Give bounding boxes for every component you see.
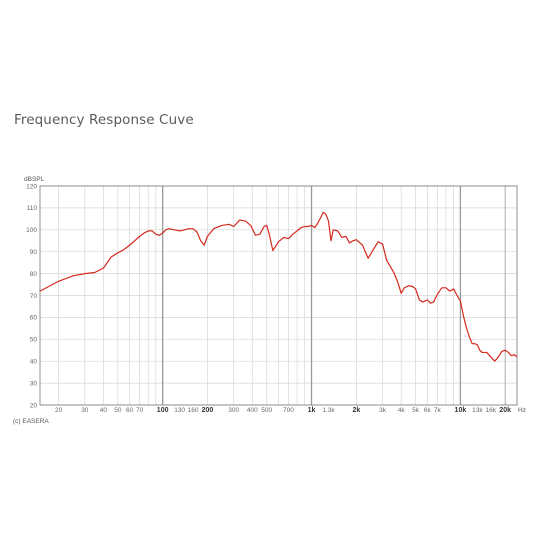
chart-title: Frequency Response Cuve <box>14 112 194 128</box>
x-tick-label: 500 <box>261 407 272 414</box>
x-tick-label: 7k <box>434 407 442 414</box>
x-axis-label: Hz <box>518 407 526 414</box>
x-tick-label: 1.3k <box>322 407 335 414</box>
x-tick-label: 13k <box>472 407 483 414</box>
x-tick-label: 40 <box>100 407 108 414</box>
y-tick-label: 70 <box>30 293 38 300</box>
x-tick-label: 2k <box>352 407 360 414</box>
x-tick-label: 5k <box>412 407 420 414</box>
x-tick-label: 100 <box>157 407 169 414</box>
y-tick-label: 110 <box>27 205 38 212</box>
x-tick-label: 60 <box>126 407 134 414</box>
y-tick-label: 50 <box>30 337 38 344</box>
credit-label: (c) EASERA <box>13 418 49 425</box>
x-tick-label: 400 <box>247 407 258 414</box>
x-tick-label: 130 <box>174 407 185 414</box>
x-tick-label: 16k <box>486 407 497 414</box>
x-tick-label: 1k <box>308 407 316 414</box>
y-tick-label: 60 <box>30 315 38 322</box>
plot-frame <box>39 185 518 406</box>
x-tick-label: 700 <box>283 407 294 414</box>
y-tick-label: 80 <box>30 271 38 278</box>
y-tick-label: 40 <box>30 359 38 366</box>
grid-lines <box>40 185 517 406</box>
x-tick-label: 70 <box>136 407 144 414</box>
y-tick-label: 120 <box>26 183 37 190</box>
y-tick-label: 20 <box>30 402 38 409</box>
x-tick-label: 30 <box>81 407 89 414</box>
x-tick-label: 20k <box>499 407 511 414</box>
x-tick-label: 160 <box>188 407 199 414</box>
y-tick-label: 30 <box>30 380 38 387</box>
x-tick-label: 20 <box>55 407 63 414</box>
x-tick-label: 4k <box>398 407 406 414</box>
response-curve-line <box>39 211 518 362</box>
series-group <box>39 211 518 362</box>
x-tick-label: 50 <box>114 407 122 414</box>
x-tick-label: 10k <box>455 407 467 414</box>
x-tick-label: 300 <box>228 407 239 414</box>
x-tick-label: 3k <box>379 407 387 414</box>
x-tick-label: 200 <box>202 407 214 414</box>
x-axis-ticks: 20 30 40 50 60 70 100 130 160 200 300 400 500 700 1k 1.… <box>55 407 511 414</box>
y-axis-ticks: 20 30 40 50 60 70 80 90 100 110 120 <box>26 183 37 409</box>
y-tick-label: 90 <box>30 249 38 256</box>
x-tick-label: 6k <box>424 407 432 414</box>
y-tick-label: 100 <box>26 227 37 234</box>
y-axis-label: dBSPL <box>24 176 45 183</box>
